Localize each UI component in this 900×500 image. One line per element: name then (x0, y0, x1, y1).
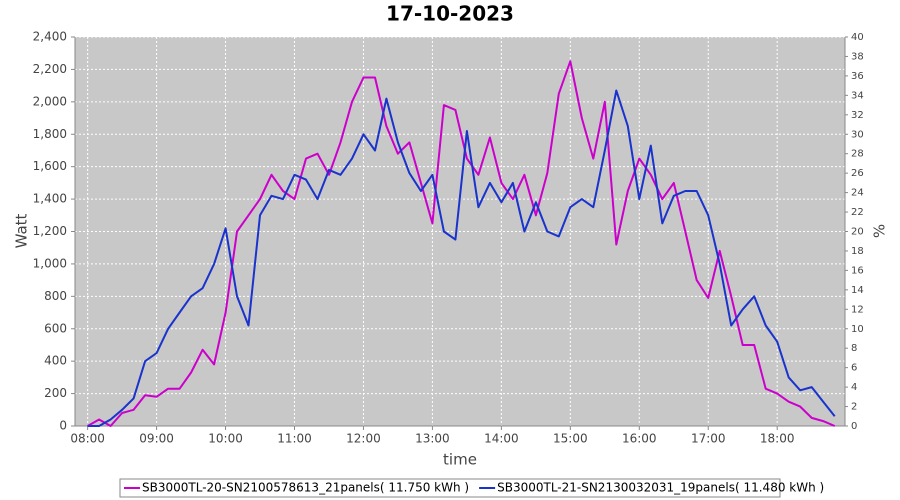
legend-label: SB3000TL-20-SN2100578613_21panels( 11.75… (142, 481, 469, 495)
y-tick-label: 1,000 (33, 256, 67, 270)
x-tick-label: 18:00 (760, 432, 795, 446)
y2-tick-label: 6 (851, 363, 857, 374)
x-tick-label: 12:00 (346, 432, 381, 446)
x-tick-label: 08:00 (70, 432, 105, 446)
y2-tick-label: 36 (851, 71, 864, 82)
y2-tick-label: 38 (851, 51, 864, 62)
y2-axis-label: % (871, 224, 889, 238)
y-tick-label: 1,200 (33, 224, 67, 238)
x-tick-label: 11:00 (277, 432, 312, 446)
x-tick-label: 16:00 (622, 432, 657, 446)
y2-tick-label: 40 (851, 32, 864, 43)
legend-label: SB3000TL-21-SN2130032031_19panels( 11.48… (497, 481, 824, 495)
y2-tick-label: 28 (851, 149, 864, 160)
y2-tick-label: 20 (851, 227, 864, 238)
y-tick-label: 200 (44, 386, 67, 400)
y2-tick-label: 18 (851, 246, 864, 257)
x-tick-label: 15:00 (553, 432, 588, 446)
series-line (87, 89, 836, 427)
y2-tick-label: 16 (851, 265, 864, 276)
chart-title: 17-10-2023 (386, 2, 514, 26)
y-tick-label: 1,400 (33, 192, 67, 206)
y2-tick-label: 10 (851, 324, 864, 335)
x-tick-label: 09:00 (139, 432, 174, 446)
y2-tick-label: 0 (851, 421, 857, 432)
y-tick-label: 2,200 (33, 62, 67, 76)
y-tick-label: 2,000 (33, 94, 67, 108)
y-tick-label: 400 (44, 354, 67, 368)
y2-tick-label: 4 (851, 382, 857, 393)
y-axis-label: Watt (13, 213, 31, 248)
x-tick-label: 10:00 (208, 432, 243, 446)
series-line (87, 60, 836, 427)
y2-tick-label: 22 (851, 207, 864, 218)
x-axis-label: time (443, 451, 477, 469)
y2-tick-label: 24 (851, 188, 864, 199)
y2-tick-label: 32 (851, 110, 864, 121)
y2-tick-label: 2 (851, 402, 857, 413)
y-tick-label: 0 (59, 419, 67, 433)
y-tick-label: 1,600 (33, 159, 67, 173)
y2-tick-label: 26 (851, 168, 864, 179)
y2-tick-label: 12 (851, 304, 864, 315)
x-tick-label: 14:00 (484, 432, 519, 446)
x-tick-label: 13:00 (415, 432, 450, 446)
y2-tick-label: 30 (851, 129, 864, 140)
y2-tick-label: 14 (851, 285, 864, 296)
y-tick-label: 1,800 (33, 127, 67, 141)
y-tick-label: 800 (44, 289, 67, 303)
y2-tick-label: 34 (851, 90, 864, 101)
y2-tick-label: 8 (851, 343, 857, 354)
x-tick-label: 17:00 (691, 432, 726, 446)
y-tick-label: 2,400 (33, 30, 67, 44)
y-tick-label: 600 (44, 321, 67, 335)
legend-box (119, 478, 781, 498)
